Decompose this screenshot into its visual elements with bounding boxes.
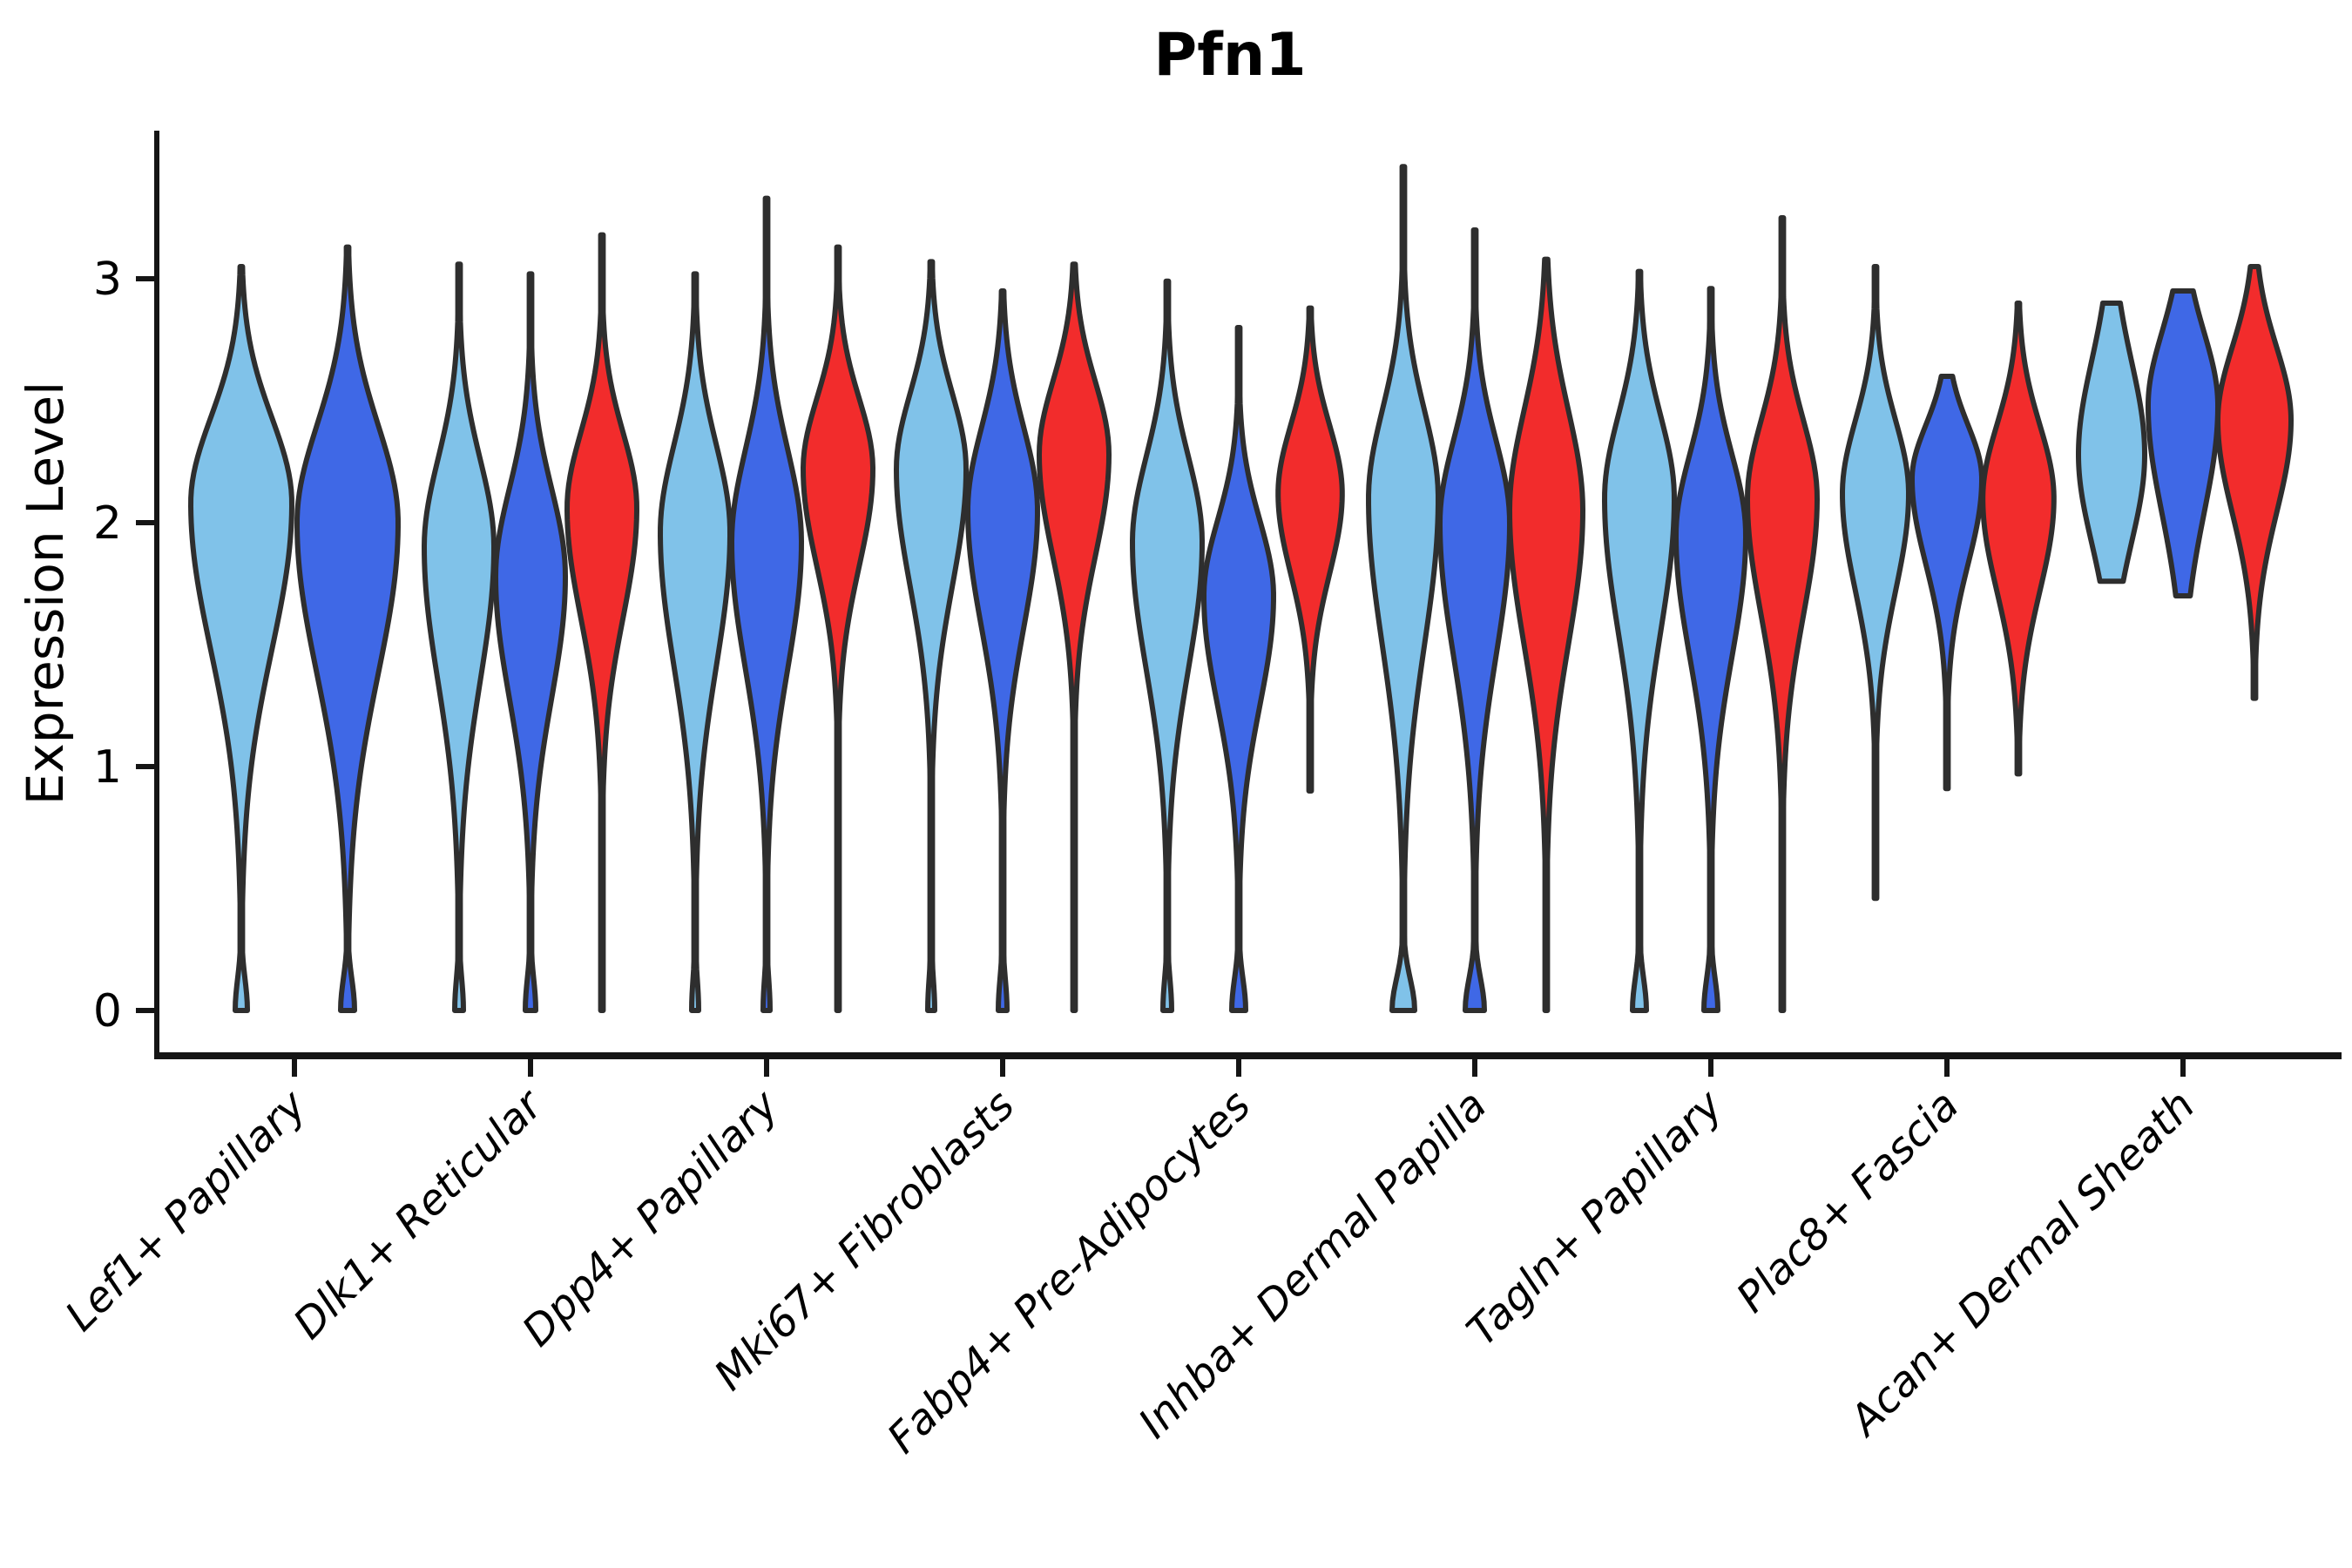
violin-acan-dermal-sheath-red [2215,264,2294,701]
violin-acan-dermal-sheath-light_blue [2076,301,2147,585]
y-tick-label: 0 [93,985,122,1037]
violin-tagln-papillary-red [1745,215,1820,1013]
violin-fabp4-pre-adipocytes-light_blue [1130,278,1205,1013]
x-tick-label: Dlk1+ Reticular [284,1079,554,1349]
violin-dlk1-reticular-dark_blue [493,271,568,1013]
violin-fabp4-pre-adipocytes-dark_blue [1201,325,1276,1013]
chart-title: Pfn1 [1153,21,1307,90]
violin-plac8-fascia-red [1980,301,2057,777]
violin-plac8-fascia-dark_blue [1909,374,1984,792]
violin-lef1-papillary-dark_blue [294,244,401,1013]
y-tick-label: 1 [93,741,122,794]
violin-dpp4-papillary-red [801,244,875,1013]
violin-tagln-papillary-dark_blue [1673,286,1748,1013]
violin-dlk1-reticular-light_blue [422,261,497,1013]
violin-fabp4-pre-adipocytes-red [1275,305,1345,794]
x-tick-label: Lef1+ Papillary [56,1080,316,1341]
y-tick-label: 2 [93,497,122,550]
x-tick-label: Tagln+ Papillary [1457,1080,1733,1355]
x-tick-label: Plac8+ Fascia [1727,1081,1969,1322]
violin-inhba-dermal-papilla-dark_blue [1437,227,1512,1013]
violin-inhba-dermal-papilla-red [1507,256,1585,1013]
violin-dpp4-papillary-dark_blue [729,195,804,1013]
violin-mki67-fibroblasts-light_blue [894,259,969,1013]
y-tick-label: 3 [93,253,122,306]
violin-dpp4-papillary-light_blue [658,271,733,1013]
violin-tagln-papillary-light_blue [1602,268,1677,1013]
violin-acan-dermal-sheath-dark_blue [2146,288,2220,598]
violin-lef1-papillary-light_blue [188,264,294,1013]
violin-dlk1-reticular-red [564,232,639,1013]
x-tick-label: Dpp4+ Papillary [513,1080,788,1355]
violin-inhba-dermal-papilla-light_blue [1366,164,1441,1013]
violin-plac8-fascia-light_blue [1840,264,1911,902]
violin-mki67-fibroblasts-red [1037,261,1112,1013]
y-axis-label: Expression Level [16,381,75,806]
violin-mki67-fibroblasts-dark_blue [965,288,1040,1013]
